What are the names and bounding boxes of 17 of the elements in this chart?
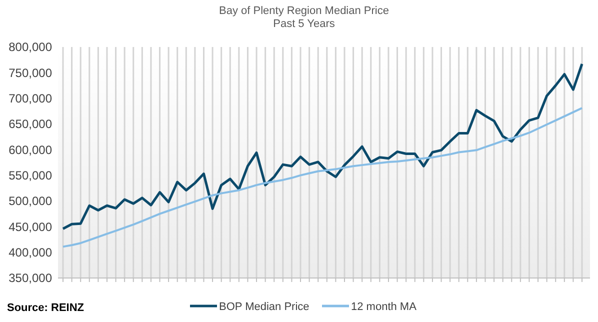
y-tick-label: 600,000	[8, 142, 52, 157]
y-tick-label: 750,000	[8, 66, 52, 80]
y-tick-label: 700,000	[8, 92, 52, 106]
y-tick-label: 650,000	[8, 117, 52, 132]
chart-title: Bay of Plenty Region Median Price	[219, 5, 389, 17]
y-tick-label: 350,000	[8, 271, 52, 286]
legend-label: BOP Median Price	[219, 300, 310, 313]
y-tick-label: 400,000	[8, 246, 52, 260]
source-note: Source: REINZ	[7, 302, 84, 314]
legend-label: 12 month MA	[351, 300, 418, 313]
y-tick-label: 450,000	[8, 220, 52, 234]
chart-subtitle: Past 5 Years	[273, 18, 336, 30]
line-series	[62, 62, 584, 230]
y-tick-label: 800,000	[8, 40, 52, 54]
y-tick-label: 550,000	[8, 168, 52, 183]
line-series	[62, 107, 583, 248]
y-tick-label: 500,000	[8, 194, 52, 208]
